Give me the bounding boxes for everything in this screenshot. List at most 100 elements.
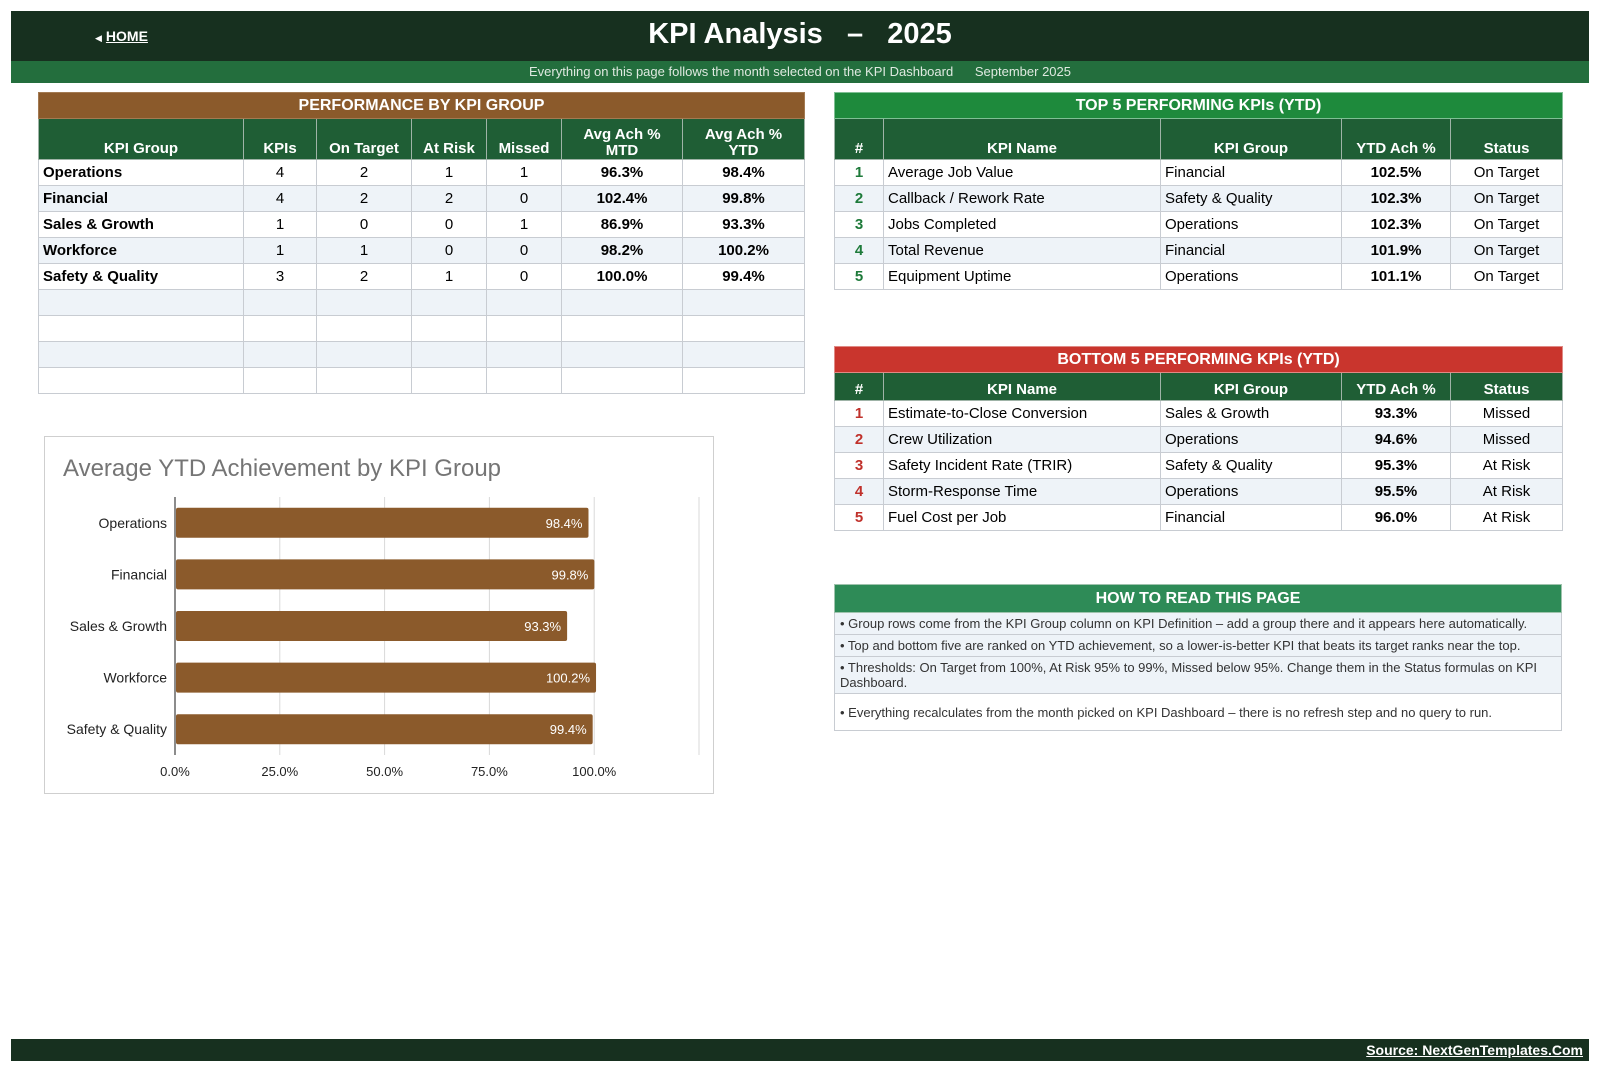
avg-ytd: 99.8%: [682, 185, 805, 212]
on-target-count: 2: [316, 263, 412, 290]
howto-caption: HOW TO READ THIS PAGE: [834, 584, 1562, 613]
kpi-name: Average Job Value: [883, 159, 1161, 186]
kpi-group: Operations: [1160, 263, 1342, 290]
table-row: 2 Crew Utilization Operations 94.6% Missed: [834, 426, 1564, 453]
status: On Target: [1449, 263, 1564, 290]
empty-cell: [316, 315, 412, 342]
kpi-group-table: PERFORMANCE BY KPI GROUP KPI Group KPIs …: [38, 92, 805, 394]
table-row: Sales & Growth 1 0 0 1 86.9% 93.3%: [38, 211, 805, 238]
howto-item: • Group rows come from the KPI Group col…: [834, 612, 1562, 635]
kpi-group-name: Safety & Quality: [38, 263, 244, 290]
kpi-name: Total Revenue: [883, 237, 1161, 264]
col-status: Status: [1449, 118, 1564, 160]
ytd-achievement-chart: Average YTD Achievement by KPI Group 0.0…: [44, 436, 714, 794]
avg-mtd: 98.2%: [561, 237, 683, 264]
empty-cell: [38, 341, 244, 368]
bar-data-label: 99.8%: [551, 567, 588, 582]
rank: 2: [834, 185, 884, 212]
kpi-count: 1: [243, 211, 317, 238]
bar: [176, 714, 593, 745]
back-arrow-icon: ◀: [95, 33, 102, 43]
empty-cell: [316, 289, 412, 316]
bar: [176, 611, 568, 641]
col-avg-mtd: Avg Ach % MTD: [561, 118, 683, 160]
avg-ytd: 98.4%: [682, 159, 805, 186]
table-row: Workforce 1 1 0 0 98.2% 100.2%: [38, 237, 805, 264]
col-kpi-group: KPI Group: [1160, 118, 1342, 160]
empty-cell: [411, 341, 487, 368]
kpi-name: Equipment Uptime: [883, 263, 1161, 290]
how-to-read-panel: HOW TO READ THIS PAGE • Group rows come …: [834, 584, 1562, 731]
empty-cell: [682, 315, 805, 342]
rank: 5: [834, 504, 884, 531]
col-rank: #: [834, 118, 884, 160]
col-rank: #: [834, 372, 884, 401]
kpi-name: Crew Utilization: [883, 426, 1161, 453]
table-row: 2 Callback / Rework Rate Safety & Quality 1…: [834, 185, 1564, 212]
kpi-name: Safety Incident Rate (TRIR): [883, 452, 1161, 479]
home-link[interactable]: ◀ HOME: [95, 28, 148, 44]
col-kpis: KPIs: [243, 118, 317, 160]
rank: 4: [834, 478, 884, 505]
kpi-count: 1: [243, 237, 317, 264]
at-risk-count: 1: [411, 159, 487, 186]
empty-cell: [38, 289, 244, 316]
on-target-count: 1: [316, 237, 412, 264]
col-ytd-ach: YTD Ach %: [1341, 372, 1451, 401]
status: At Risk: [1449, 504, 1564, 531]
empty-cell: [411, 289, 487, 316]
bar-data-label: 98.4%: [546, 516, 583, 531]
status: At Risk: [1449, 478, 1564, 505]
source-link[interactable]: Source: NextGenTemplates.Com: [1366, 1042, 1583, 1058]
on-target-count: 2: [316, 185, 412, 212]
empty-cell: [411, 367, 487, 394]
avg-ytd: 99.4%: [682, 263, 805, 290]
bar-data-label: 100.2%: [546, 671, 591, 686]
empty-cell: [682, 367, 805, 394]
subtitle-bar: Everything on this page follows the mont…: [11, 61, 1589, 83]
rank: 1: [834, 400, 884, 427]
ytd-ach: 102.3%: [1341, 185, 1451, 212]
x-tick-label: 0.0%: [160, 764, 190, 779]
howto-item: • Thresholds: On Target from 100%, At Ri…: [834, 656, 1562, 694]
bar: [176, 507, 589, 538]
top5-caption: TOP 5 PERFORMING KPIs (YTD): [833, 92, 1564, 119]
empty-cell: [243, 289, 317, 316]
avg-ytd: 93.3%: [682, 211, 805, 238]
status: On Target: [1449, 237, 1564, 264]
category-label: Safety & Quality: [67, 721, 167, 737]
missed-count: 0: [486, 263, 562, 290]
kpi-group: Financial: [1160, 159, 1342, 186]
avg-ytd: 100.2%: [682, 237, 805, 264]
at-risk-count: 1: [411, 263, 487, 290]
bottom5-caption: BOTTOM 5 PERFORMING KPIs (YTD): [833, 346, 1564, 373]
table-row: 4 Total Revenue Financial 101.9% On Target: [834, 237, 1564, 264]
category-label: Operations: [99, 515, 167, 531]
empty-cell: [561, 289, 683, 316]
page-title: KPI Analysis – 2025: [648, 18, 952, 50]
empty-cell: [561, 367, 683, 394]
kpi-group: Operations: [1160, 426, 1342, 453]
bar-data-label: 99.4%: [550, 722, 587, 737]
bar: [176, 559, 595, 590]
empty-cell: [486, 289, 562, 316]
empty-cell: [486, 367, 562, 394]
table-row: Financial 4 2 2 0 102.4% 99.8%: [38, 185, 805, 212]
rank: 3: [834, 452, 884, 479]
kpi-name: Estimate-to-Close Conversion: [883, 400, 1161, 427]
home-label: HOME: [105, 28, 148, 44]
kpi-count: 4: [243, 159, 317, 186]
missed-count: 0: [486, 185, 562, 212]
bar-chart-svg: 0.0% 25.0% 50.0% 75.0% 100.0% Operations 98.4%…: [67, 497, 700, 779]
kpi-group: Safety & Quality: [1160, 452, 1342, 479]
kpi-group-name: Sales & Growth: [38, 211, 244, 238]
table-row: 5 Equipment Uptime Operations 101.1% On Targ…: [834, 263, 1564, 290]
empty-cell: [486, 315, 562, 342]
avg-mtd: 102.4%: [561, 185, 683, 212]
rank: 4: [834, 237, 884, 264]
kpi-name: Storm-Response Time: [883, 478, 1161, 505]
kpi-group-name: Financial: [38, 185, 244, 212]
kpi-group: Safety & Quality: [1160, 185, 1342, 212]
top5-table: TOP 5 PERFORMING KPIs (YTD) # KPI Name K…: [833, 92, 1564, 290]
bar-data-label: 93.3%: [524, 619, 561, 634]
